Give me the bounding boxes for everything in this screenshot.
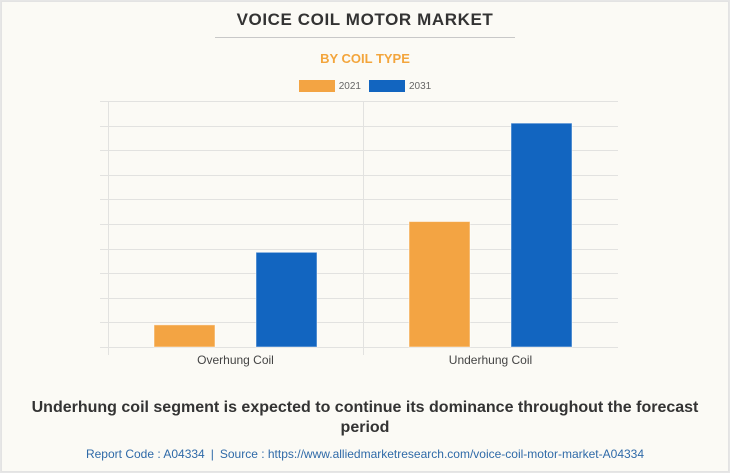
source-link[interactable]: Source : https://www.alliedmarketresearc… (219, 447, 645, 461)
legend-label-2021: 2021 (338, 80, 361, 92)
x-tick-label: Underhung Coil (449, 353, 532, 367)
chart-title: VOICE COIL MOTOR MARKET (236, 10, 494, 29)
legend-item-2031[interactable]: 2031 (369, 80, 431, 92)
report-code: Report Code : A04334 (85, 447, 205, 461)
x-tick-label: Overhung Coil (197, 353, 274, 367)
footer-separator: | (210, 447, 214, 461)
legend: 2021 2031 (0, 80, 730, 92)
bar-overhung-coil-2031 (255, 251, 318, 348)
legend-swatch-2031 (369, 80, 405, 92)
bar-chart: Overhung Coil Underhung Coil (100, 101, 618, 367)
bar-underhung-coil-2021 (408, 221, 471, 348)
legend-item-2021[interactable]: 2021 (298, 80, 361, 92)
legend-label-2031: 2031 (409, 80, 432, 92)
bar-underhung-coil-2031 (510, 122, 573, 348)
legend-swatch-2021 (298, 80, 335, 92)
title-divider (215, 37, 515, 38)
source-footer: Report Code : A04334 | Source : https://ww… (0, 447, 730, 461)
chart-subtitle: BY COIL TYPE (320, 51, 410, 66)
bar-overhung-coil-2021 (153, 324, 216, 348)
chart-caption: Underhung coil segment is expected to co… (31, 399, 699, 436)
